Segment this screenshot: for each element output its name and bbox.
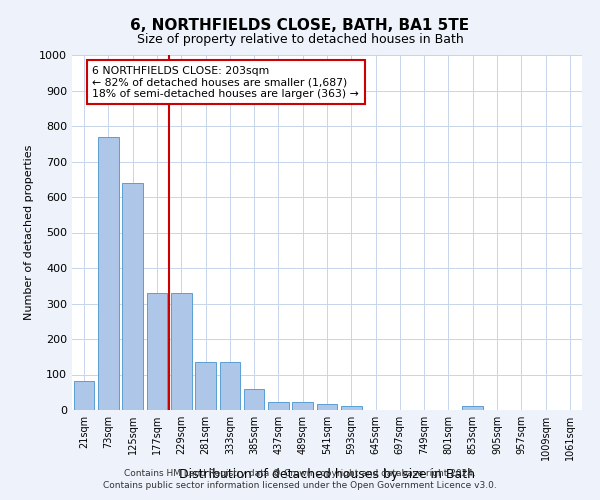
Bar bbox=[220, 362, 240, 410]
Y-axis label: Number of detached properties: Number of detached properties bbox=[23, 145, 34, 320]
Bar bbox=[122, 183, 143, 410]
Bar bbox=[171, 293, 191, 410]
Bar bbox=[268, 402, 289, 410]
Bar bbox=[341, 406, 362, 410]
Bar bbox=[292, 402, 313, 410]
X-axis label: Distribution of detached houses by size in Bath: Distribution of detached houses by size … bbox=[179, 468, 475, 481]
Bar bbox=[74, 380, 94, 410]
Bar bbox=[98, 136, 119, 410]
Text: Size of property relative to detached houses in Bath: Size of property relative to detached ho… bbox=[137, 32, 463, 46]
Bar bbox=[317, 404, 337, 410]
Text: Contains HM Land Registry data © Crown copyright and database right 2024.
Contai: Contains HM Land Registry data © Crown c… bbox=[103, 468, 497, 490]
Bar bbox=[244, 390, 265, 410]
Bar bbox=[463, 406, 483, 410]
Text: 6 NORTHFIELDS CLOSE: 203sqm
← 82% of detached houses are smaller (1,687)
18% of : 6 NORTHFIELDS CLOSE: 203sqm ← 82% of det… bbox=[92, 66, 359, 99]
Bar bbox=[195, 362, 216, 410]
Text: 6, NORTHFIELDS CLOSE, BATH, BA1 5TE: 6, NORTHFIELDS CLOSE, BATH, BA1 5TE bbox=[130, 18, 470, 32]
Bar bbox=[146, 293, 167, 410]
